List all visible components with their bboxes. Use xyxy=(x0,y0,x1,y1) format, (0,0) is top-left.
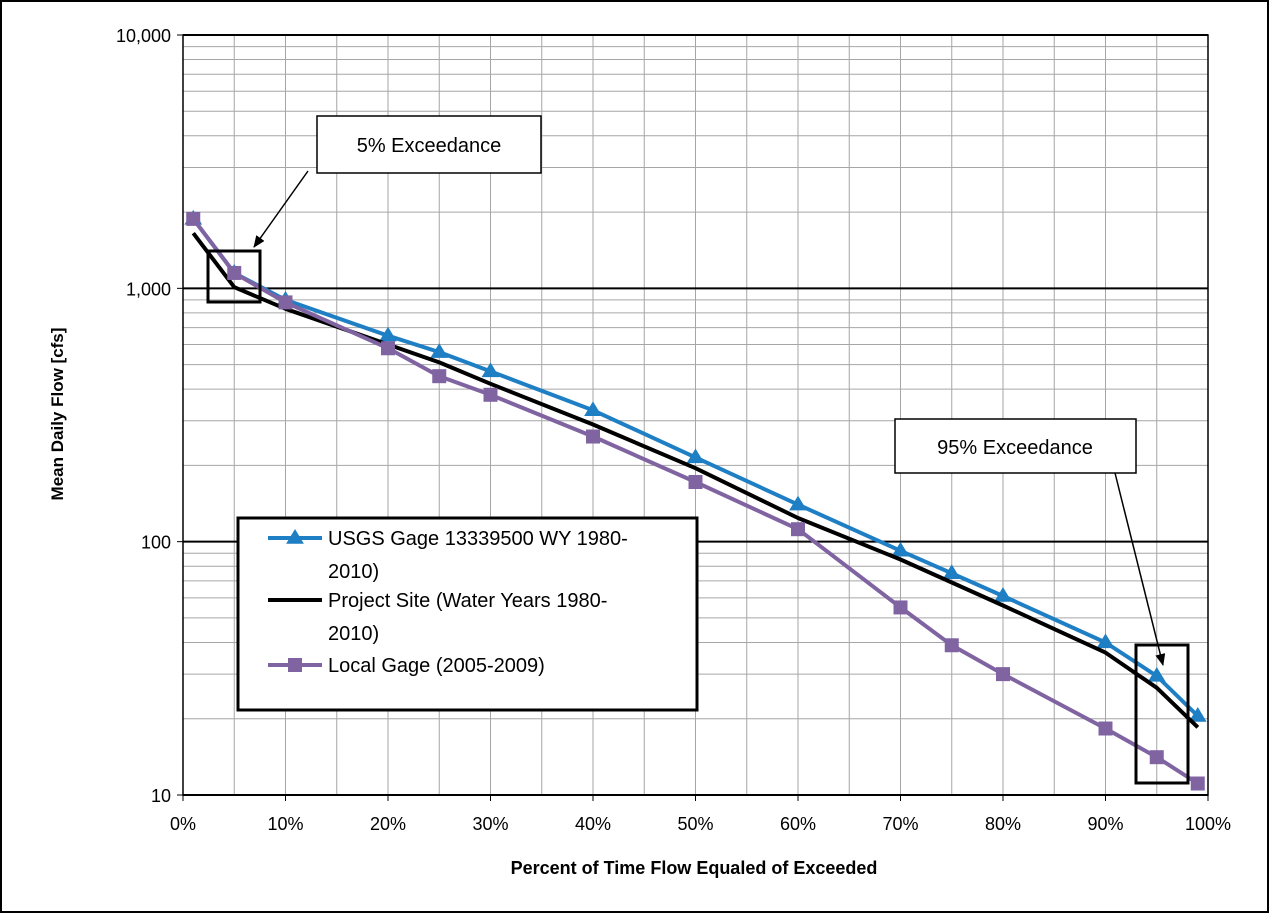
data-point xyxy=(586,429,600,444)
series-layer xyxy=(184,209,1207,791)
x-tick-label: 70% xyxy=(882,814,918,834)
exceedance-5-callout-text: 5% Exceedance xyxy=(357,135,502,157)
axis-tick-labels: 0% 10% 20% 30% 40% 50% 60% 70% 80% 90% 100% 10 100 1,… xyxy=(116,26,1231,834)
data-point xyxy=(430,343,449,358)
exceedance-95-callout-box xyxy=(894,418,1137,474)
data-point xyxy=(278,295,293,310)
data-point xyxy=(688,474,703,489)
data-point xyxy=(381,341,395,356)
legend-swatch-marker xyxy=(286,529,304,544)
data-point xyxy=(791,522,805,537)
exceedance-95-arrow xyxy=(1114,472,1166,666)
exceedance-95-callout-text: 95% Exceedance xyxy=(937,437,1093,459)
data-point xyxy=(432,369,447,384)
data-point xyxy=(186,211,201,226)
x-tick-label: 100% xyxy=(1185,814,1231,834)
data-point xyxy=(1096,633,1115,649)
data-point xyxy=(1147,667,1166,682)
y-tick-label: 1,000 xyxy=(126,279,171,299)
data-point xyxy=(789,495,807,511)
x-tick-label: 30% xyxy=(472,814,508,834)
x-tick-label: 0% xyxy=(170,814,196,834)
y-axis-title: Mean Daily Flow [cfs] xyxy=(48,328,67,501)
series-1 xyxy=(191,231,1200,729)
x-axis-title: Percent of Time Flow Equaled of Exceeded xyxy=(511,858,878,878)
data-point xyxy=(481,362,500,378)
data-point xyxy=(584,401,602,417)
data-point xyxy=(996,667,1010,682)
data-point xyxy=(893,600,908,615)
x-tick-label: 40% xyxy=(575,814,611,834)
x-tick-label: 60% xyxy=(780,814,816,834)
exceedance-5-highlight-box xyxy=(206,249,262,304)
legend-label: USGS Gage 13339500 WY 1980-2010) xyxy=(328,528,628,583)
y-tick-label: 100 xyxy=(141,533,171,553)
annotation-layer: 5% Exceedance 95% Exceedance xyxy=(206,115,1190,785)
data-point xyxy=(227,265,242,280)
x-tick-label: 80% xyxy=(985,814,1021,834)
data-point xyxy=(891,541,910,557)
data-point xyxy=(483,387,498,402)
x-tick-label: 90% xyxy=(1087,814,1123,834)
legend: USGS Gage 13339500 WY 1980-2010) Project … xyxy=(236,516,699,712)
y-tick-label: 10 xyxy=(151,786,171,806)
data-point xyxy=(1190,776,1205,791)
y-tick-label: 10,000 xyxy=(116,26,171,46)
legend-label: Local Gage (2005-2009) xyxy=(328,655,545,677)
legend-label: Project Site (Water Years 1980-2010) xyxy=(328,590,607,645)
series-2 xyxy=(186,211,1205,791)
data-point xyxy=(942,564,961,580)
data-point xyxy=(944,638,959,653)
exceedance-95-highlight-box xyxy=(1134,643,1190,785)
data-point xyxy=(1188,707,1207,722)
x-tick-label: 10% xyxy=(267,814,303,834)
series-line xyxy=(191,231,1200,729)
exceedance-5-callout-box xyxy=(316,115,542,174)
data-point xyxy=(379,326,397,342)
data-point xyxy=(1098,721,1113,736)
data-point xyxy=(994,587,1012,602)
data-point xyxy=(1149,750,1164,765)
legend-swatch-marker xyxy=(288,658,302,672)
x-tick-label: 20% xyxy=(370,814,406,834)
legend-box xyxy=(236,516,699,712)
exceedance-5-arrow xyxy=(253,170,309,248)
data-point xyxy=(686,448,705,464)
x-tick-label: 50% xyxy=(677,814,713,834)
